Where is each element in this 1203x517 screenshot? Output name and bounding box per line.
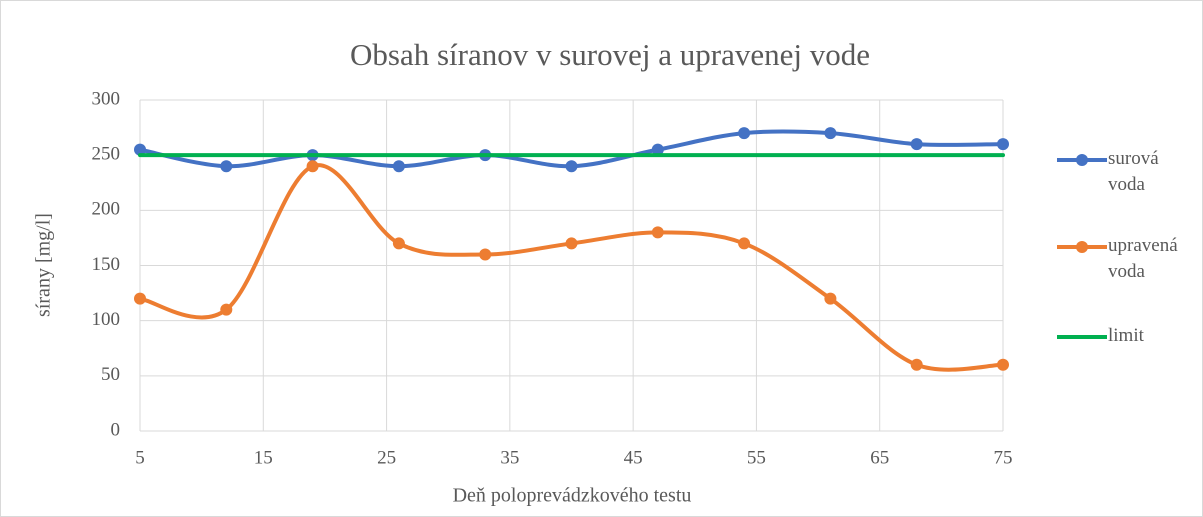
data-point xyxy=(565,160,578,173)
data-point xyxy=(479,248,492,261)
y-tick-label: 50 xyxy=(101,364,120,385)
data-point xyxy=(651,226,664,239)
y-tick-label: 150 xyxy=(92,254,121,275)
legend-marker xyxy=(1076,154,1088,166)
legend-label: upravená voda xyxy=(1108,235,1178,282)
data-point xyxy=(392,237,405,250)
x-tick-label: 5 xyxy=(135,447,145,468)
data-point xyxy=(997,358,1009,371)
data-point xyxy=(910,358,923,371)
x-tick-label: 75 xyxy=(994,447,1013,468)
data-point xyxy=(220,303,233,316)
data-point xyxy=(910,138,923,151)
x-tick-label: 45 xyxy=(624,447,643,468)
data-point xyxy=(220,160,233,173)
data-point xyxy=(997,138,1009,151)
legend-marker xyxy=(1076,241,1088,253)
y-tick-label: 0 xyxy=(111,419,121,440)
x-tick-label: 25 xyxy=(377,447,396,468)
data-point xyxy=(392,160,405,173)
y-tick-label: 200 xyxy=(92,199,121,220)
data-point xyxy=(306,160,319,173)
x-tick-label: 55 xyxy=(747,447,766,468)
y-axis-label: sírany [mg/l] xyxy=(33,213,55,317)
data-point xyxy=(134,292,146,305)
data-point xyxy=(738,237,751,250)
x-tick-label: 35 xyxy=(500,447,519,468)
y-tick-label: 300 xyxy=(92,88,121,109)
legend-label: limit xyxy=(1108,325,1144,346)
data-point xyxy=(565,237,578,250)
x-tick-label: 65 xyxy=(870,447,889,468)
series-line xyxy=(138,163,1005,372)
data-point xyxy=(824,292,837,305)
x-axis-label: Deň poloprevádzkového testu xyxy=(453,485,692,507)
chart-title: Obsah síranov v surovej a upravenej vode xyxy=(350,37,870,72)
data-point xyxy=(738,127,751,140)
y-tick-label: 100 xyxy=(92,309,121,330)
legend-label: surová voda xyxy=(1108,148,1159,195)
data-point xyxy=(824,127,837,140)
data-point xyxy=(134,143,146,156)
x-tick-label: 15 xyxy=(254,447,273,468)
y-tick-label: 250 xyxy=(92,144,121,165)
data-point xyxy=(651,143,664,156)
